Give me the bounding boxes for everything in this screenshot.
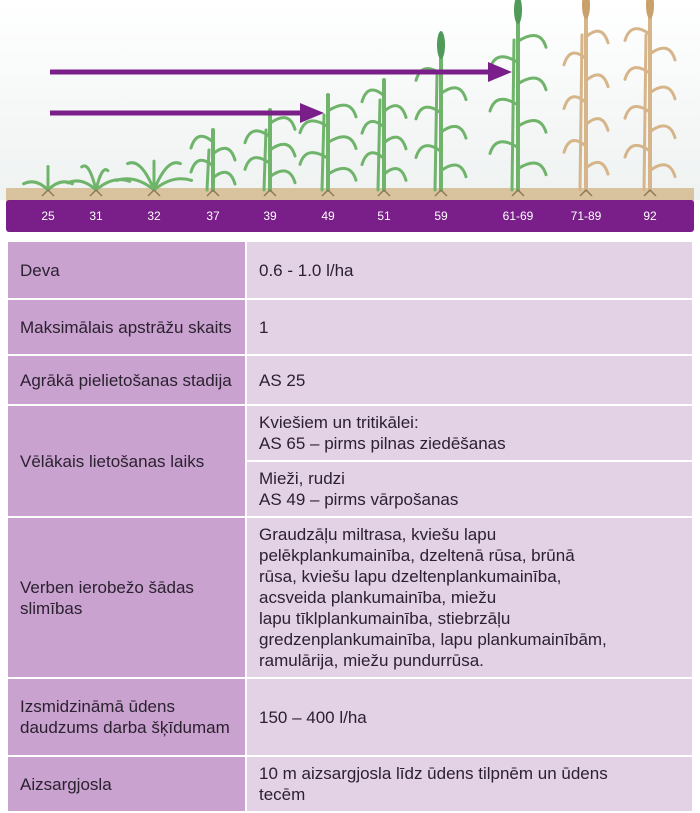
row-value: 150 – 400 l/ha bbox=[245, 677, 694, 757]
application-window-arrow-short bbox=[50, 103, 324, 123]
plant-stage-25 bbox=[22, 165, 74, 197]
row-value: AS 25 bbox=[245, 354, 694, 406]
plant-stage-51 bbox=[360, 78, 408, 197]
stage-label-92: 92 bbox=[643, 209, 657, 223]
plant-stage-92 bbox=[623, 0, 677, 197]
table-row: Vēlākais lietošanas laiks Kviešiem un tri… bbox=[6, 404, 694, 518]
table-row: Aizsargjosla 10 m aizsargjosla līdz ūdens… bbox=[6, 755, 694, 813]
row-label: Maksimālais apstrāžu skaits bbox=[6, 298, 247, 356]
row-label: Izsmidzināmā ūdens daudzums darba šķīdum… bbox=[6, 677, 247, 757]
row-label: Deva bbox=[6, 240, 247, 300]
value-line: lapu tīklplankumainība, stiebrzāļu bbox=[259, 609, 511, 628]
stage-label-39: 39 bbox=[263, 209, 277, 223]
value-line: Kviešiem un tritikālei: bbox=[259, 413, 419, 432]
plant-stage-37 bbox=[189, 128, 237, 197]
value-line: acsveida plankumainība, miežu bbox=[259, 588, 497, 607]
table-row: Deva 0.6 - 1.0 l/ha bbox=[6, 240, 694, 300]
table-row: Verben ierobežo šādas slimības Graudzāļu … bbox=[6, 516, 694, 679]
plant-stage-71-89 bbox=[562, 0, 610, 197]
value-line: Mieži, rudzi bbox=[259, 469, 345, 488]
stage-label-37: 37 bbox=[206, 209, 220, 223]
growth-stage-graphic bbox=[0, 0, 700, 202]
stage-label-71-89: 71-89 bbox=[570, 209, 602, 223]
row-label: Vēlākais lietošanas laiks bbox=[6, 404, 247, 518]
value-line: Graudzāļu miltrasa, kviešu lapu bbox=[259, 525, 497, 544]
row-value: 0.6 - 1.0 l/ha bbox=[245, 240, 694, 300]
stage-label-51: 51 bbox=[377, 209, 391, 223]
soil-strip bbox=[6, 188, 694, 202]
value-line: rūsa, kviešu lapu dzeltenplankumainība, bbox=[259, 567, 562, 586]
table-row: Maksimālais apstrāžu skaits 1 bbox=[6, 298, 694, 356]
value-line: gredzenplankumainība, lapu plankumainībā… bbox=[259, 630, 607, 649]
stage-label-61-69: 61-69 bbox=[502, 209, 534, 223]
row-value: 1 bbox=[245, 298, 694, 356]
value-line: AS 25 bbox=[259, 370, 306, 390]
value-line: 150 – 400 l/ha bbox=[259, 707, 367, 727]
plant-stage-49 bbox=[298, 93, 358, 197]
row-label: Agrākā pielietošanas stadija bbox=[6, 354, 247, 406]
application-window-arrow-long bbox=[50, 62, 512, 82]
plant-stage-39 bbox=[243, 108, 297, 197]
growth-stage-bar: 25 31 32 37 39 49 51 59 61-69 71-89 92 bbox=[6, 200, 694, 232]
stage-label-49: 49 bbox=[321, 209, 335, 223]
value-line: 1 bbox=[259, 317, 269, 337]
value-line: AS 49 – pirms vārpošanas bbox=[259, 490, 459, 509]
product-info-table: Deva 0.6 - 1.0 l/ha Maksimālais apstrāžu s… bbox=[6, 240, 694, 813]
plant-stage-59 bbox=[414, 31, 468, 197]
row-value: 10 m aizsargjosla līdz ūdens tilpnēm un … bbox=[245, 755, 694, 813]
growth-stage-illustration: 25 31 32 37 39 49 51 59 61-69 71-89 92 bbox=[0, 0, 700, 232]
stage-label-31: 31 bbox=[89, 209, 103, 223]
row-value: Graudzāļu miltrasa, kviešu lapu pelēkplan… bbox=[245, 516, 694, 679]
plant-stage-32 bbox=[114, 159, 194, 197]
row-label: Aizsargjosla bbox=[6, 755, 247, 813]
value-line: 10 m aizsargjosla līdz ūdens tilpnēm un … bbox=[259, 764, 608, 783]
table-row: Mieži, rudzi AS 49 – pirms vārpošanas bbox=[7, 460, 694, 518]
stage-label-32: 32 bbox=[147, 209, 161, 223]
stage-label-59: 59 bbox=[434, 209, 448, 223]
row-value: Mieži, rudzi AS 49 – pirms vārpošanas bbox=[245, 460, 694, 518]
value-line: tecēm bbox=[259, 785, 306, 804]
plant-illustrations bbox=[22, 0, 677, 197]
row-value: Kviešiem un tritikālei: AS 65 – pirms pil… bbox=[245, 404, 694, 462]
table-row: Izsmidzināmā ūdens daudzums darba šķīdum… bbox=[6, 677, 694, 757]
stage-label-25: 25 bbox=[41, 209, 55, 223]
value-line: AS 65 – pirms pilnas ziedēšanas bbox=[259, 434, 506, 453]
plant-stage-31 bbox=[66, 164, 132, 197]
table-row: Agrākā pielietošanas stadija AS 25 bbox=[6, 354, 694, 406]
value-line: ramulārija, miežu pundurrūsa. bbox=[259, 651, 484, 670]
row-label: Verben ierobežo šādas slimības bbox=[6, 516, 247, 679]
value-line: 0.6 - 1.0 l/ha bbox=[259, 260, 354, 280]
value-line: pelēkplankumainība, dzeltenā rūsa, brūnā bbox=[259, 546, 575, 565]
